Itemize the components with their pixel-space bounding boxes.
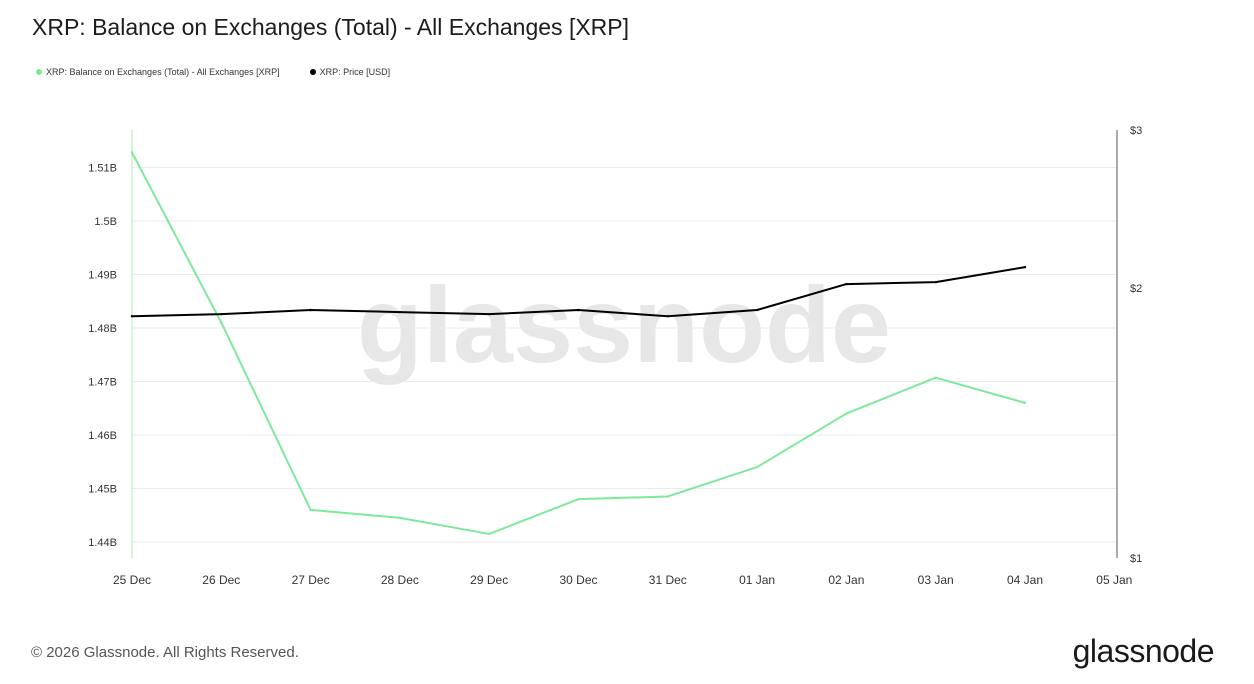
legend-label-price: XRP: Price [USD] bbox=[319, 67, 391, 77]
data-point-price bbox=[577, 308, 580, 312]
legend-label-balance: XRP: Balance on Exchanges (Total) - All … bbox=[46, 67, 280, 77]
x-tick-label: 31 Dec bbox=[649, 573, 687, 587]
axes: 1.44B 1.45B 1.46B 1.47B 1.48B 1.49B 1.5B 1.51B $… bbox=[88, 125, 1142, 587]
legend: XRP: Balance on Exchanges (Total) - All … bbox=[36, 67, 390, 77]
x-tick-label: 30 Dec bbox=[559, 573, 597, 587]
data-point-price bbox=[309, 308, 312, 312]
y-left-tick-label: 1.5B bbox=[94, 216, 117, 228]
data-point-price bbox=[666, 315, 669, 318]
glassnode-logo: glassnode bbox=[1072, 633, 1215, 669]
x-tick-label: 29 Dec bbox=[470, 573, 508, 587]
y-right-tick-label: $1 bbox=[1130, 553, 1142, 565]
data-point-balance bbox=[577, 497, 580, 501]
x-tick-label: 26 Dec bbox=[202, 573, 240, 587]
x-tick-label: 05 Jan bbox=[1096, 573, 1132, 587]
series-lines bbox=[130, 151, 1027, 536]
x-tick-label: 04 Jan bbox=[1007, 573, 1043, 587]
y-right-tick-label: $3 bbox=[1130, 125, 1142, 137]
x-tick-label: 27 Dec bbox=[292, 573, 330, 587]
watermark: glassnode bbox=[357, 264, 891, 385]
legend-dot-balance bbox=[36, 69, 42, 75]
legend-dot-price bbox=[309, 69, 316, 75]
data-point-balance bbox=[130, 151, 134, 154]
y-right-tick-label: $2 bbox=[1130, 283, 1142, 295]
data-point-price bbox=[845, 282, 848, 286]
data-point-price bbox=[1023, 265, 1027, 269]
chart-title: XRP: Balance on Exchanges (Total) - All … bbox=[32, 14, 630, 40]
data-point-balance bbox=[488, 532, 491, 536]
data-point-balance bbox=[309, 508, 312, 512]
y-left-tick-label: 1.48B bbox=[88, 323, 117, 335]
data-point-price bbox=[755, 308, 759, 312]
y-left-tick-label: 1.45B bbox=[88, 483, 117, 495]
y-left-tick-label: 1.44B bbox=[88, 537, 117, 549]
legend-item-price[interactable]: XRP: Price [USD] bbox=[309, 67, 391, 77]
data-point-balance bbox=[398, 516, 402, 520]
data-point-price bbox=[220, 312, 223, 316]
x-tick-label: 02 Jan bbox=[828, 573, 864, 587]
data-point-balance bbox=[1023, 401, 1027, 405]
y-left-tick-label: 1.47B bbox=[88, 376, 117, 388]
data-point-balance bbox=[666, 495, 669, 498]
legend-item-balance[interactable]: XRP: Balance on Exchanges (Total) - All … bbox=[36, 67, 280, 77]
data-point-price bbox=[488, 312, 491, 316]
x-tick-label: 03 Jan bbox=[918, 573, 954, 587]
data-point-balance bbox=[755, 465, 759, 469]
x-tick-label: 28 Dec bbox=[381, 573, 419, 587]
y-left-tick-label: 1.49B bbox=[88, 269, 117, 281]
data-point-balance bbox=[934, 376, 937, 379]
x-tick-label: 01 Jan bbox=[739, 573, 775, 587]
y-left-tick-label: 1.51B bbox=[88, 162, 117, 174]
x-tick-label: 25 Dec bbox=[113, 573, 151, 587]
data-point-price bbox=[934, 280, 937, 284]
copyright-text: © 2026 Glassnode. All Rights Reserved. bbox=[31, 644, 299, 661]
gridlines bbox=[132, 166, 1117, 543]
data-point-price bbox=[398, 310, 402, 314]
y-left-tick-label: 1.46B bbox=[88, 430, 117, 442]
data-point-balance bbox=[220, 321, 223, 324]
data-point-balance bbox=[845, 412, 848, 415]
data-point-price bbox=[130, 315, 134, 318]
